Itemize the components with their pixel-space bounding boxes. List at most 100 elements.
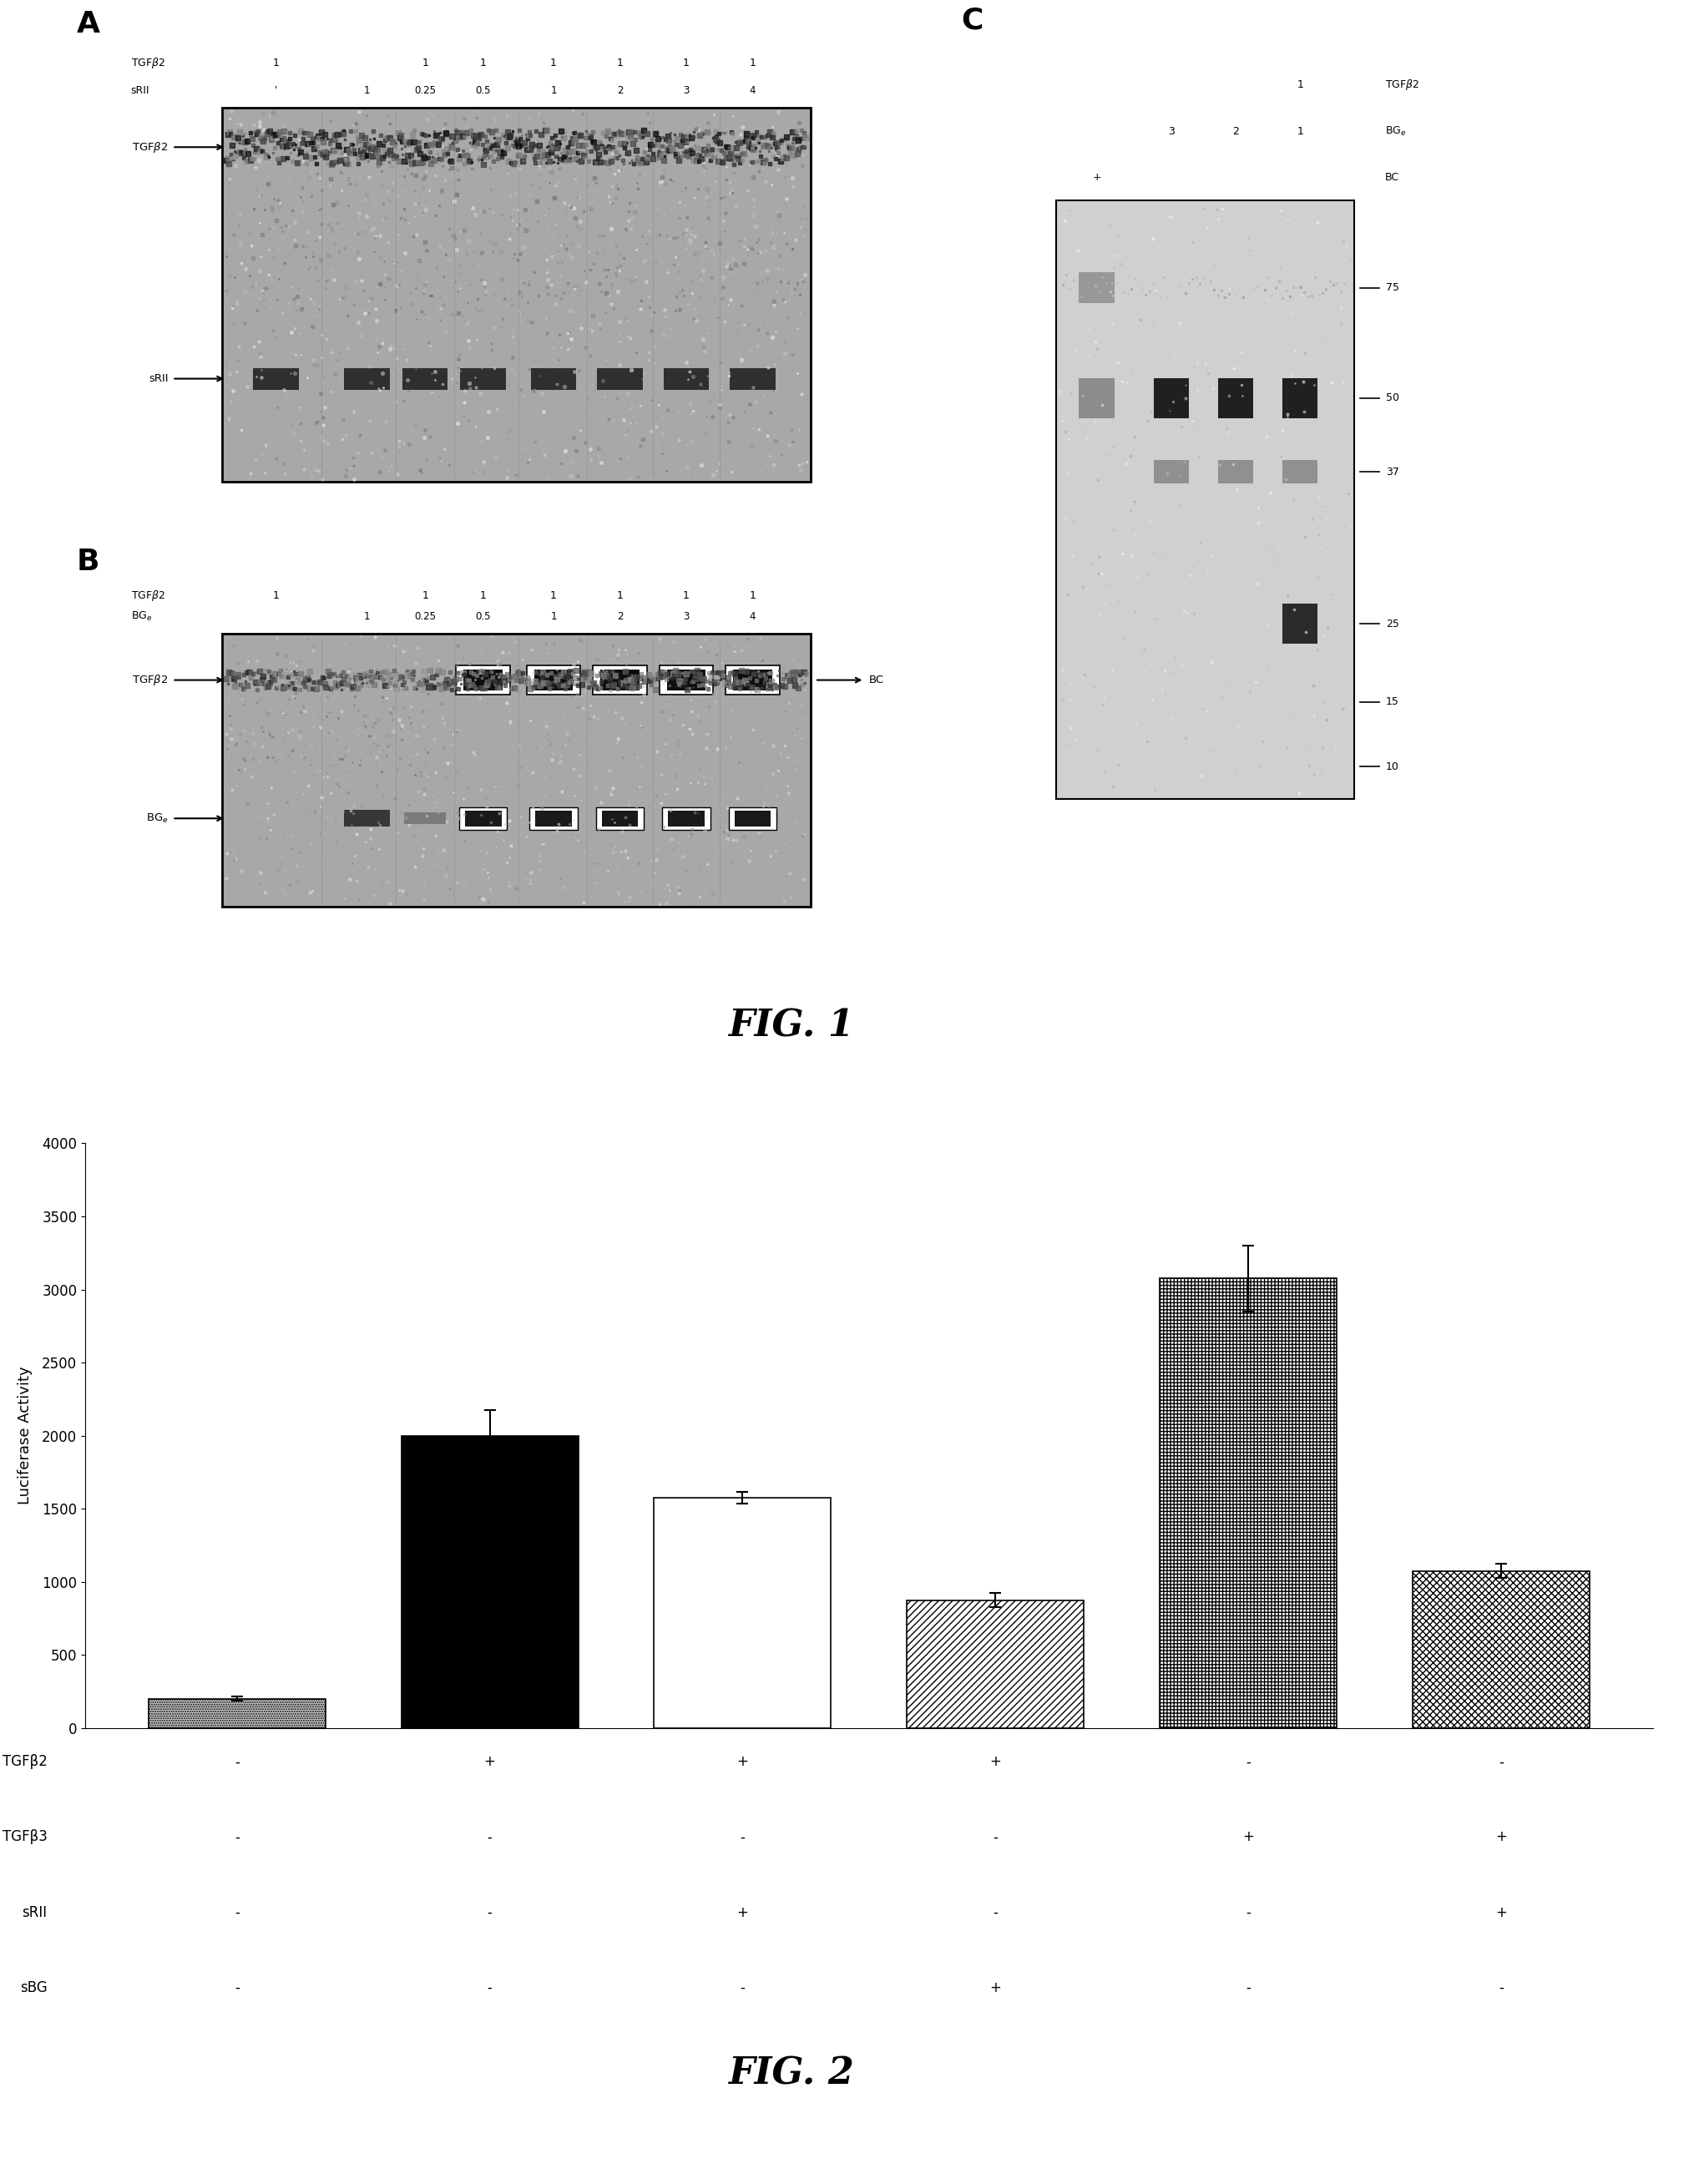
Bar	[402, 367, 448, 389]
Text: 1: 1	[750, 590, 757, 601]
Text: 75: 75	[1385, 282, 1399, 293]
Text: TGF$\beta$2: TGF$\beta$2	[131, 140, 169, 155]
Text: 1: 1	[481, 590, 486, 601]
Text: 0.5: 0.5	[475, 612, 491, 622]
Bar	[1218, 378, 1254, 419]
Bar	[1056, 201, 1355, 799]
Text: B: B	[77, 548, 101, 577]
Bar	[344, 367, 390, 389]
Bar	[463, 670, 503, 690]
Text: -: -	[235, 1904, 239, 1920]
Text: 50: 50	[1385, 393, 1399, 404]
Text: 1: 1	[617, 590, 624, 601]
Bar	[654, 1498, 832, 1728]
Text: sRII: sRII	[22, 1904, 48, 1920]
Text: +: +	[484, 1754, 496, 1769]
Text: 1: 1	[750, 59, 757, 70]
Text: 3: 3	[683, 612, 690, 622]
Text: A: A	[77, 11, 101, 39]
Text: sBG: sBG	[20, 1981, 48, 1994]
Text: 1: 1	[550, 85, 557, 96]
Text: BG$_e$: BG$_e$	[147, 812, 169, 826]
Bar	[907, 1601, 1084, 1728]
Bar	[729, 808, 777, 830]
Bar	[666, 670, 705, 690]
Text: +: +	[1496, 1830, 1506, 1845]
Bar	[733, 670, 772, 690]
Text: -: -	[1500, 1981, 1503, 1994]
Text: 1: 1	[365, 85, 370, 96]
Bar	[593, 666, 648, 695]
Text: -: -	[487, 1904, 492, 1920]
Bar	[596, 367, 642, 389]
Text: 15: 15	[1385, 697, 1399, 708]
Text: 1: 1	[550, 612, 557, 622]
Text: sRII: sRII	[148, 373, 169, 384]
Bar	[254, 367, 298, 389]
Text: -: -	[235, 1981, 239, 1994]
Text: FIG. 2: FIG. 2	[728, 2055, 854, 2092]
Bar	[457, 666, 509, 695]
Text: +: +	[990, 1981, 1002, 1994]
Text: ': '	[274, 85, 278, 96]
Text: 1: 1	[481, 59, 486, 70]
Bar	[659, 666, 714, 695]
Text: TGF$\beta$2: TGF$\beta$2	[131, 673, 169, 688]
Text: 1: 1	[550, 59, 557, 70]
Text: TGF$\beta$2: TGF$\beta$2	[131, 587, 165, 603]
Bar	[1079, 378, 1114, 419]
Bar	[596, 808, 644, 830]
Bar	[535, 810, 573, 826]
Text: BG$_e$: BG$_e$	[131, 609, 152, 622]
Text: +: +	[990, 1754, 1002, 1769]
Text: -: -	[993, 1904, 999, 1920]
Bar	[465, 810, 501, 826]
Bar	[668, 810, 704, 826]
Text: -: -	[235, 1830, 239, 1845]
Text: -: -	[1246, 1754, 1251, 1769]
Bar	[533, 670, 573, 690]
Bar	[532, 367, 576, 389]
Text: 0.25: 0.25	[414, 612, 436, 622]
Text: 1: 1	[365, 612, 370, 622]
Bar	[1283, 461, 1317, 485]
Text: -: -	[1500, 1754, 1503, 1769]
Text: BC: BC	[1385, 173, 1399, 183]
Bar	[1160, 1278, 1338, 1728]
Bar	[1413, 1570, 1590, 1728]
Text: +: +	[736, 1754, 748, 1769]
Text: 1: 1	[1297, 127, 1304, 138]
Bar	[530, 808, 578, 830]
Text: 1: 1	[423, 59, 428, 70]
Text: 25: 25	[1385, 618, 1399, 629]
Bar	[1079, 273, 1114, 304]
Text: 2: 2	[1232, 127, 1239, 138]
Text: -: -	[740, 1830, 745, 1845]
Text: 10: 10	[1385, 760, 1399, 771]
Text: TGFβ3: TGFβ3	[2, 1830, 48, 1845]
Bar	[460, 367, 506, 389]
Text: -: -	[487, 1830, 492, 1845]
Text: BG$_e$: BG$_e$	[1385, 124, 1406, 138]
Text: 1: 1	[550, 590, 557, 601]
Text: FIG. 1: FIG. 1	[728, 1009, 854, 1044]
Text: -: -	[1246, 1981, 1251, 1994]
Y-axis label: Luciferase Activity: Luciferase Activity	[17, 1367, 32, 1505]
Bar	[222, 107, 811, 483]
Text: 4: 4	[750, 85, 757, 96]
Text: BC: BC	[869, 675, 884, 686]
Bar	[1154, 378, 1189, 419]
Text: +: +	[736, 1904, 748, 1920]
Bar	[726, 666, 779, 695]
Text: 1: 1	[683, 59, 690, 70]
Bar	[222, 633, 811, 906]
Text: -: -	[1246, 1904, 1251, 1920]
Bar	[344, 810, 390, 828]
Text: -: -	[993, 1830, 999, 1845]
Bar	[1283, 378, 1317, 419]
Text: 4: 4	[750, 612, 757, 622]
Text: TGF$\beta$2: TGF$\beta$2	[1385, 79, 1419, 92]
Bar	[527, 666, 581, 695]
Text: -: -	[235, 1754, 239, 1769]
Text: +: +	[1242, 1830, 1254, 1845]
